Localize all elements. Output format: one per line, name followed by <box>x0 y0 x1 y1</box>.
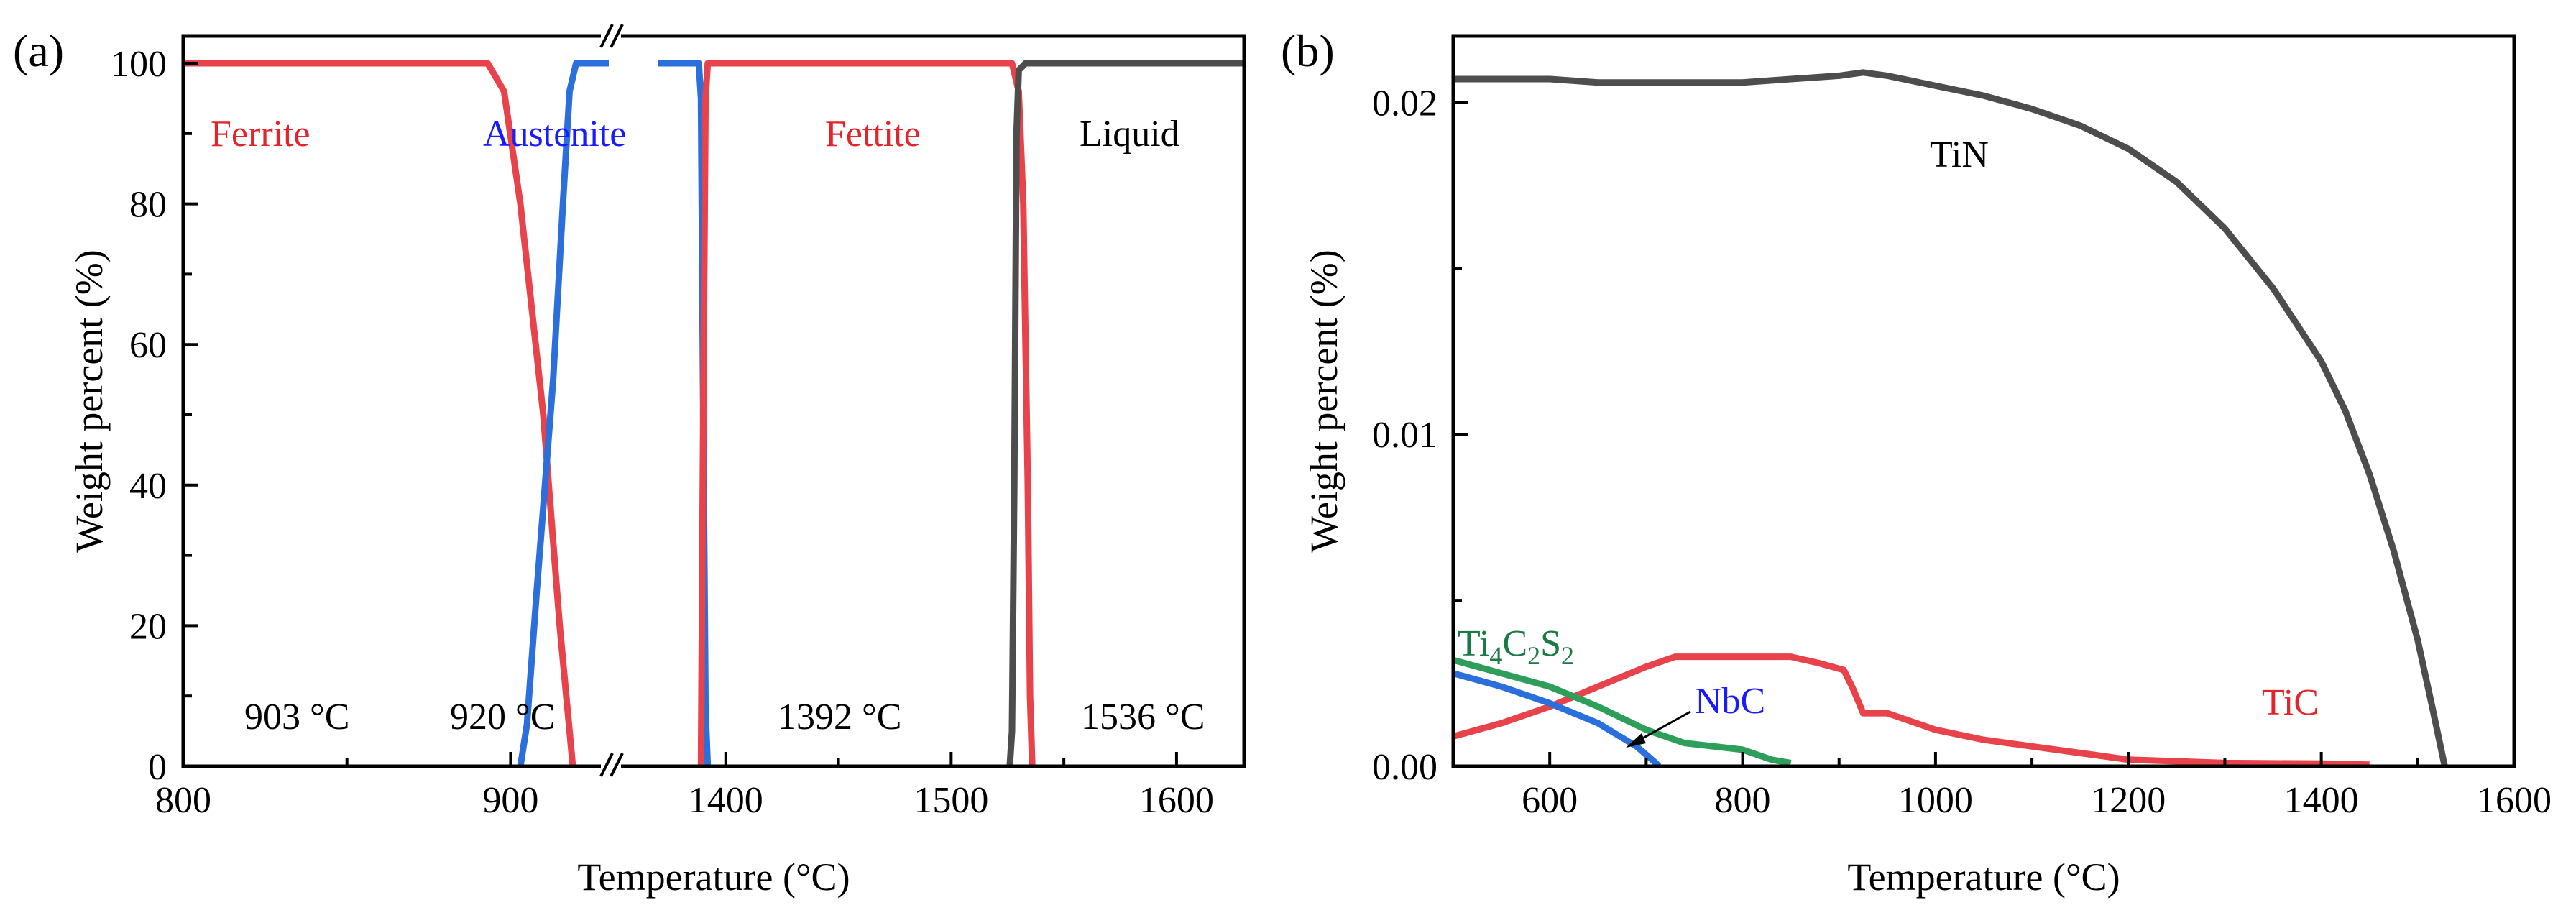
a-xtick-label-1500: 1500 <box>914 780 988 821</box>
label-ferrite: Ferrite <box>211 114 310 155</box>
a-xtick-label-800: 800 <box>155 780 211 821</box>
label-tic: TiC <box>2262 682 2319 723</box>
series-line-liquid-seg2 <box>1006 60 1244 767</box>
b-ytick-label-0.00: 0.00 <box>1372 747 1438 788</box>
axis-break-bottom <box>599 753 624 777</box>
ti4c2s2-sub-4: 4 <box>1489 641 1502 670</box>
panel-b-frame <box>1451 34 2516 768</box>
label-liquid: Liquid <box>1080 114 1179 155</box>
panel-a: (a) 0 20 40 60 80 100 800 900 1400 1500 1600 Ferri… <box>13 24 1246 899</box>
label-fettite: Fettite <box>825 114 921 155</box>
annotation-1392: 1392 °C <box>778 697 901 738</box>
series-line-nbc <box>1453 670 1662 768</box>
series-line-ti4c2s2 <box>1453 656 1792 766</box>
panel-b: (b) 0.00 0.01 0.02 600 800 1000 1200 1400 1600 T… <box>1281 25 2552 899</box>
b-xtick-label-1400: 1400 <box>2284 780 2359 821</box>
a-xtick-label-1400: 1400 <box>689 780 763 821</box>
panel-b-axes: 0.00 0.01 0.02 600 800 1000 1200 1400 1600 <box>1372 83 2552 821</box>
b-ytick-label-0.01: 0.01 <box>1372 415 1438 456</box>
b-xtick-label-1600: 1600 <box>2477 780 2552 821</box>
label-tin: TiN <box>1930 134 1989 175</box>
label-austenite: Austenite <box>483 114 626 155</box>
a-ytick-label-0: 0 <box>148 747 167 788</box>
annotation-920: 920 °C <box>450 697 555 738</box>
series-line-fettite-seg2 <box>697 60 1036 767</box>
a-xtick-label-1600: 1600 <box>1139 780 1214 821</box>
series-line-austenite-seg1 <box>517 60 609 767</box>
a-ytick-label-40: 40 <box>129 466 167 507</box>
axis-break-top <box>599 24 624 48</box>
a-ytick-label-100: 100 <box>111 44 167 85</box>
panel-a-xlabel: Temperature (°C) <box>577 855 850 899</box>
panel-b-series-group <box>1453 69 2448 768</box>
series-line-tin <box>1453 69 2448 767</box>
a-xtick-label-900: 900 <box>482 780 538 821</box>
b-xtick-label-1200: 1200 <box>2091 780 2166 821</box>
panel-b-xlabel: Temperature (°C) <box>1847 855 2120 899</box>
panel-a-frame <box>181 34 1246 768</box>
annotation-903: 903 °C <box>244 697 349 738</box>
ti4c2s2-part-s: S <box>1540 623 1561 664</box>
ti4c2s2-part-c: C <box>1502 623 1527 664</box>
panel-a-axes: 0 20 40 60 80 100 800 900 1400 1500 1600 <box>111 44 1214 821</box>
panel-b-label: (b) <box>1281 25 1335 76</box>
panel-a-label: (a) <box>13 25 64 76</box>
a-ytick-label-60: 60 <box>129 325 167 366</box>
nbc-pointer-arrow <box>1626 710 1691 748</box>
b-ytick-label-0.02: 0.02 <box>1372 83 1438 124</box>
label-nbc: NbC <box>1695 681 1765 722</box>
panel-a-series-group <box>183 60 1244 767</box>
a-ytick-label-80: 80 <box>129 185 167 226</box>
series-line-ferrite-seg1 <box>183 60 576 767</box>
a-ytick-label-20: 20 <box>129 606 167 647</box>
ti4c2s2-sub-2b: 2 <box>1561 641 1574 670</box>
label-ti4c2s2: Ti4C2S2 <box>1458 623 1574 670</box>
b-xtick-label-1000: 1000 <box>1898 780 1973 821</box>
panel-b-ylabel: Weight percent (%) <box>1302 249 1346 552</box>
b-xtick-label-800: 800 <box>1715 780 1771 821</box>
annotation-1536: 1536 °C <box>1081 697 1205 738</box>
panel-a-ylabel: Weight percent (%) <box>68 249 111 552</box>
ti4c2s2-sub-2a: 2 <box>1527 641 1540 670</box>
ti4c2s2-part-ti: Ti <box>1458 623 1489 664</box>
b-xtick-label-600: 600 <box>1522 780 1578 821</box>
series-line-tic <box>1453 653 2370 768</box>
